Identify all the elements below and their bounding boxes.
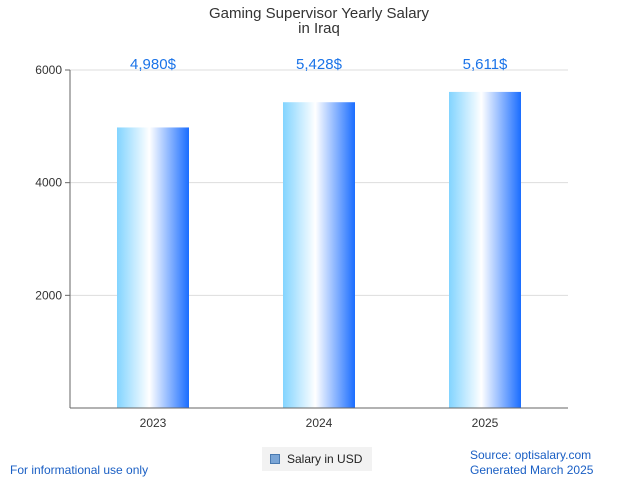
y-tick-label: 6000 [35,63,62,77]
x-tick-label-2024: 2024 [306,416,333,430]
bar-2025 [449,91,521,408]
chart-subtitle: in Iraq [298,20,340,37]
disclaimer-text: For informational use only [10,463,149,477]
legend-swatch [270,454,280,464]
x-tick-label-2025: 2025 [472,416,499,430]
axes: 2000 4000 6000 2023 2024 2025 [35,63,568,430]
value-label-2023: 4,980$ [130,56,177,73]
bar-2024 [283,102,355,409]
legend: Salary in USD [262,447,373,471]
value-label-2024: 5,428$ [296,56,343,73]
bar-2023 [117,127,189,409]
x-tick-label-2023: 2023 [140,416,167,430]
chart-title: Gaming Supervisor Yearly Salary [209,5,430,22]
y-tick-label: 2000 [35,288,62,302]
generated-text: Generated March 2025 [470,463,594,477]
bars: 4,980$ 5,428$ 5,611$ [117,56,521,409]
source-note: Source: optisalary.com Generated March 2… [470,448,593,478]
y-tick-label: 4000 [35,176,62,190]
value-label-2025: 5,611$ [463,56,508,73]
source-text: Source: optisalary.com [470,448,592,462]
legend-label: Salary in USD [287,452,363,466]
